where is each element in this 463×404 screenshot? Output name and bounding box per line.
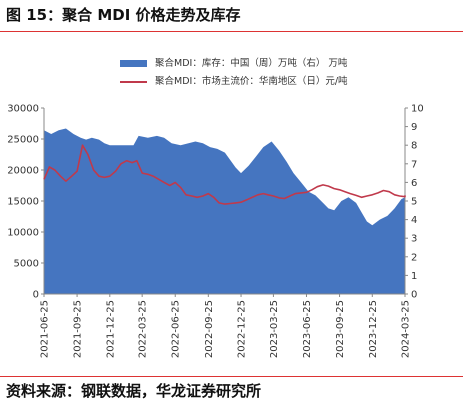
x-tick-label-7: 2023-03-25: [269, 300, 280, 358]
figure-title: 图 15：聚合 MDI 价格走势及库存: [6, 6, 241, 24]
x-tick-label-2: 2021-12-25: [105, 300, 116, 358]
y-left-tick-label-6: 30000: [7, 104, 39, 115]
y-right-tick-label-3: 3: [411, 234, 417, 245]
legend-swatch-price: [120, 80, 147, 83]
y-right-tick-label-10: 10: [411, 104, 424, 115]
legend-swatch-inventory: [120, 60, 147, 67]
x-tick-label-0: 2021-06-25: [40, 300, 51, 358]
legend-item-price: 聚合MDI：市场主流价：华南地区（日）元/吨: [120, 73, 348, 91]
y-right-tick-label-9: 9: [411, 122, 417, 133]
y-right-tick-label-8: 8: [411, 141, 417, 152]
x-tick-label-4: 2022-06-25: [171, 300, 182, 358]
price-line: [43, 144, 406, 205]
source-divider: [0, 376, 463, 377]
y-left-tick-label-5: 25000: [7, 135, 39, 146]
inventory-area: [44, 128, 405, 294]
y-left-tick-label-0: 0: [33, 290, 39, 301]
y-left-tick-label-4: 20000: [7, 166, 39, 177]
x-tick-label-6: 2022-12-25: [237, 300, 248, 358]
y-right-tick-label-4: 4: [411, 215, 417, 226]
x-tick-label-5: 2022-09-25: [204, 300, 215, 358]
title-divider: [0, 31, 463, 32]
legend-label-price: 聚合MDI：市场主流价：华南地区（日）元/吨: [155, 76, 348, 87]
y-right-tick-label-6: 6: [411, 178, 417, 189]
y-right-tick-label-0: 0: [411, 290, 417, 301]
x-tick-label-8: 2023-06-25: [302, 300, 313, 358]
x-tick-label-11: 2024-03-25: [401, 300, 412, 358]
y-right-tick-label-7: 7: [411, 159, 417, 170]
y-left-tick-label-1: 5000: [14, 259, 39, 270]
x-tick-label-10: 2023-12-25: [368, 300, 379, 358]
source-note: 资料来源：钢联数据，华龙证券研究所: [6, 382, 262, 400]
y-right-tick-label-1: 1: [411, 271, 417, 282]
legend-item-inventory: 聚合MDI：库存：中国（周）万吨（右） 万吨: [120, 55, 348, 73]
x-tick-label-3: 2022-03-25: [138, 300, 149, 358]
x-tick-label-1: 2021-09-25: [73, 300, 84, 358]
legend-label-inventory: 聚合MDI：库存：中国（周）万吨（右） 万吨: [155, 58, 348, 69]
y-left-tick-label-3: 15000: [7, 197, 39, 208]
x-tick-label-9: 2023-09-25: [335, 300, 346, 358]
y-right-tick-label-2: 2: [411, 252, 417, 263]
y-right-tick-label-5: 5: [411, 197, 417, 208]
legend: 聚合MDI：库存：中国（周）万吨（右） 万吨 聚合MDI：市场主流价：华南地区（…: [120, 55, 348, 91]
y-left-tick-label-2: 10000: [7, 228, 39, 239]
